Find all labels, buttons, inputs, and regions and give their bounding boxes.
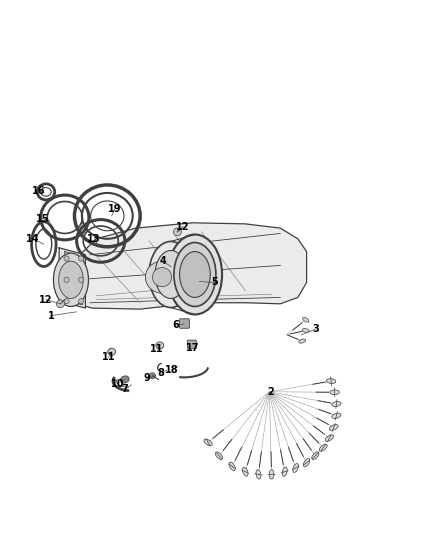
Ellipse shape <box>229 462 235 471</box>
Text: 9: 9 <box>143 374 150 383</box>
Ellipse shape <box>299 339 306 343</box>
Text: 16: 16 <box>32 186 45 196</box>
Ellipse shape <box>155 251 187 298</box>
Circle shape <box>78 277 84 282</box>
Circle shape <box>78 298 84 304</box>
Ellipse shape <box>325 435 334 441</box>
Text: 8: 8 <box>158 368 165 378</box>
Ellipse shape <box>329 425 338 430</box>
Ellipse shape <box>108 349 116 356</box>
Circle shape <box>173 228 181 236</box>
Ellipse shape <box>282 467 287 477</box>
Text: 11: 11 <box>102 352 115 362</box>
Text: 19: 19 <box>108 204 121 214</box>
Ellipse shape <box>168 235 222 314</box>
Circle shape <box>64 277 69 282</box>
Text: 12: 12 <box>177 222 190 231</box>
Text: 3: 3 <box>312 325 319 334</box>
Text: 10: 10 <box>111 379 124 389</box>
Circle shape <box>149 373 155 379</box>
Ellipse shape <box>152 268 172 287</box>
Ellipse shape <box>319 444 327 451</box>
FancyBboxPatch shape <box>180 319 189 328</box>
Ellipse shape <box>180 252 210 297</box>
Ellipse shape <box>145 261 179 293</box>
Ellipse shape <box>256 470 261 479</box>
Ellipse shape <box>215 452 223 459</box>
Ellipse shape <box>243 467 248 476</box>
Ellipse shape <box>149 241 193 308</box>
Text: 15: 15 <box>36 214 49 223</box>
Ellipse shape <box>269 470 274 479</box>
Text: 6: 6 <box>173 320 180 330</box>
Circle shape <box>64 256 69 261</box>
Ellipse shape <box>120 376 129 383</box>
Ellipse shape <box>303 317 309 322</box>
Ellipse shape <box>204 439 212 446</box>
Text: 11: 11 <box>150 344 163 354</box>
Text: 12: 12 <box>39 295 53 304</box>
Ellipse shape <box>304 458 310 467</box>
Polygon shape <box>72 223 307 309</box>
Ellipse shape <box>174 243 216 306</box>
Ellipse shape <box>332 401 341 407</box>
FancyBboxPatch shape <box>187 340 196 349</box>
Ellipse shape <box>53 253 88 306</box>
Text: 18: 18 <box>165 366 179 375</box>
Circle shape <box>78 256 84 261</box>
Text: 13: 13 <box>88 234 101 244</box>
Ellipse shape <box>330 390 339 394</box>
Text: 14: 14 <box>26 234 39 244</box>
Ellipse shape <box>326 378 336 384</box>
Text: 4: 4 <box>159 256 166 266</box>
Ellipse shape <box>59 261 83 298</box>
Ellipse shape <box>302 329 309 332</box>
Circle shape <box>57 300 64 308</box>
Ellipse shape <box>156 342 164 349</box>
Text: 7: 7 <box>121 384 128 394</box>
Ellipse shape <box>293 464 299 472</box>
Ellipse shape <box>332 413 341 418</box>
Ellipse shape <box>312 452 319 459</box>
Text: 2: 2 <box>267 387 274 397</box>
Text: 5: 5 <box>211 278 218 287</box>
Circle shape <box>64 298 69 304</box>
Polygon shape <box>59 248 85 308</box>
Text: 17: 17 <box>186 343 199 352</box>
Text: 1: 1 <box>48 311 55 320</box>
